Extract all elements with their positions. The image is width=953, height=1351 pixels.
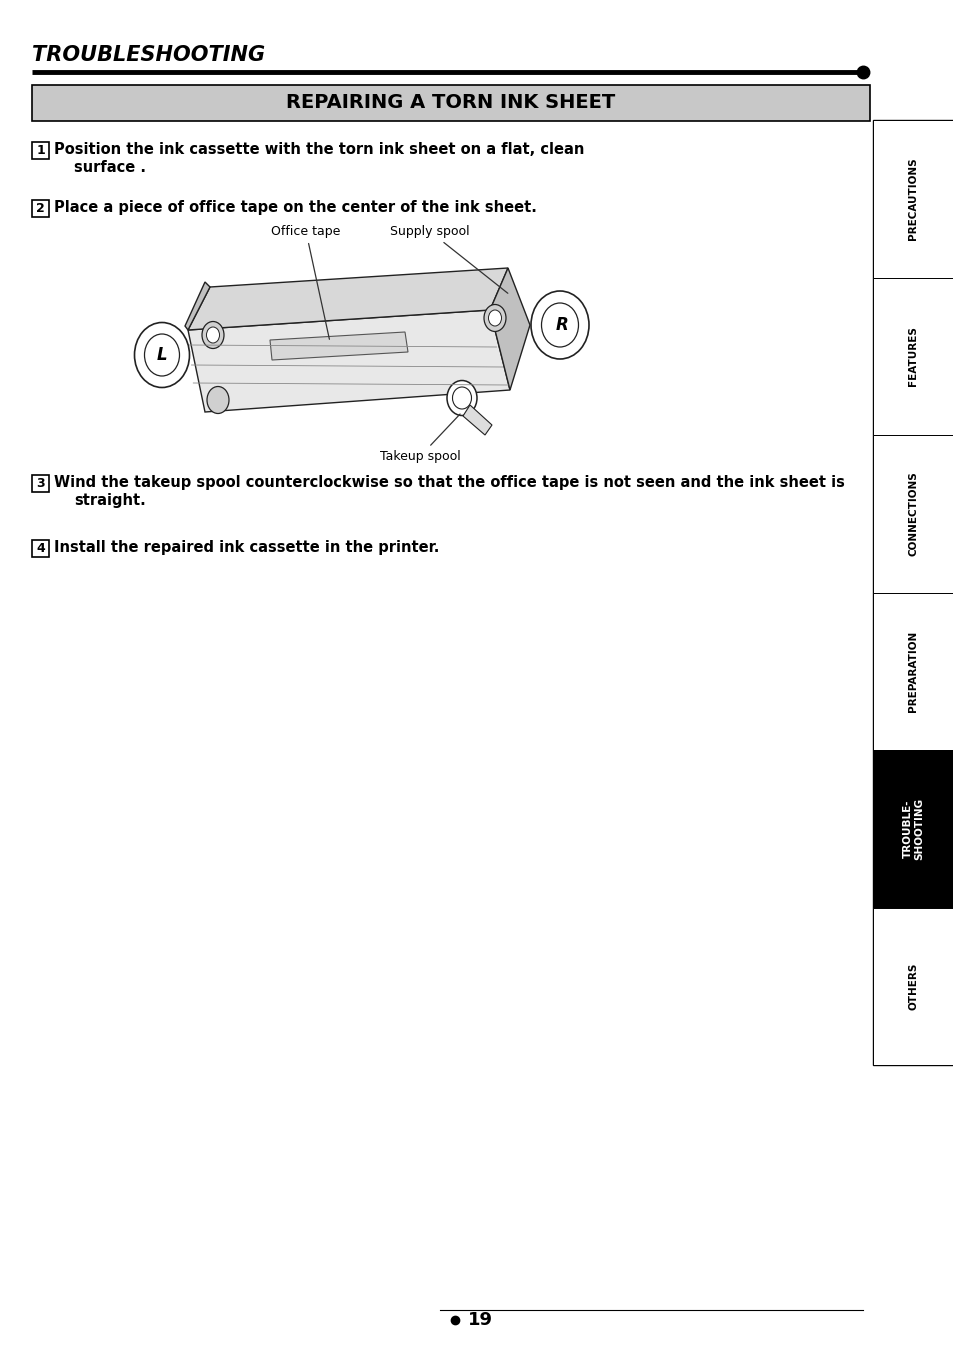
Text: R: R <box>555 316 568 334</box>
Text: TROUBLESHOOTING: TROUBLESHOOTING <box>32 45 265 65</box>
Ellipse shape <box>452 386 471 409</box>
Ellipse shape <box>531 290 588 359</box>
Text: PRECAUTIONS: PRECAUTIONS <box>907 158 918 240</box>
Bar <box>32 200 49 218</box>
Bar <box>32 85 869 122</box>
Ellipse shape <box>541 303 578 347</box>
Text: Position the ink cassette with the torn ink sheet on a flat, clean: Position the ink cassette with the torn … <box>54 142 584 157</box>
Text: 4: 4 <box>36 542 45 555</box>
Polygon shape <box>270 332 408 359</box>
Bar <box>872 593 953 750</box>
Ellipse shape <box>488 309 501 326</box>
Bar <box>32 142 49 159</box>
Text: OTHERS: OTHERS <box>907 962 918 1011</box>
Polygon shape <box>188 309 510 412</box>
Text: Install the repaired ink cassette in the printer.: Install the repaired ink cassette in the… <box>54 540 439 555</box>
Text: TROUBLE-
SHOOTING: TROUBLE- SHOOTING <box>902 797 923 859</box>
Polygon shape <box>490 267 530 390</box>
Bar <box>32 476 49 492</box>
Text: Place a piece of office tape on the center of the ink sheet.: Place a piece of office tape on the cent… <box>54 200 537 215</box>
Text: surface .: surface . <box>74 159 146 176</box>
Text: PREPARATION: PREPARATION <box>907 631 918 712</box>
Bar <box>872 435 953 593</box>
Bar <box>32 540 49 557</box>
Polygon shape <box>462 405 492 435</box>
Text: 3: 3 <box>36 477 45 490</box>
Text: straight.: straight. <box>74 493 146 508</box>
Text: REPAIRING A TORN INK SHEET: REPAIRING A TORN INK SHEET <box>286 93 615 112</box>
Text: L: L <box>156 346 167 363</box>
Bar <box>872 277 953 435</box>
Ellipse shape <box>207 386 229 413</box>
Text: FEATURES: FEATURES <box>907 327 918 386</box>
Ellipse shape <box>144 334 179 376</box>
Ellipse shape <box>206 327 219 343</box>
Bar <box>872 750 953 908</box>
Bar <box>872 120 953 277</box>
Polygon shape <box>185 282 210 330</box>
Bar <box>872 908 953 1065</box>
Ellipse shape <box>202 322 224 349</box>
Text: Office tape: Office tape <box>271 226 340 339</box>
Ellipse shape <box>134 323 190 388</box>
Text: Takeup spool: Takeup spool <box>379 413 460 463</box>
Text: CONNECTIONS: CONNECTIONS <box>907 471 918 557</box>
Ellipse shape <box>483 304 505 331</box>
Polygon shape <box>188 267 507 330</box>
Text: 2: 2 <box>36 203 45 215</box>
Bar <box>872 120 953 1065</box>
Text: Wind the takeup spool counterclockwise so that the office tape is not seen and t: Wind the takeup spool counterclockwise s… <box>54 476 844 490</box>
Text: Supply spool: Supply spool <box>390 226 507 293</box>
Text: 1: 1 <box>36 145 45 157</box>
Text: 19: 19 <box>468 1310 493 1329</box>
Ellipse shape <box>447 381 476 416</box>
